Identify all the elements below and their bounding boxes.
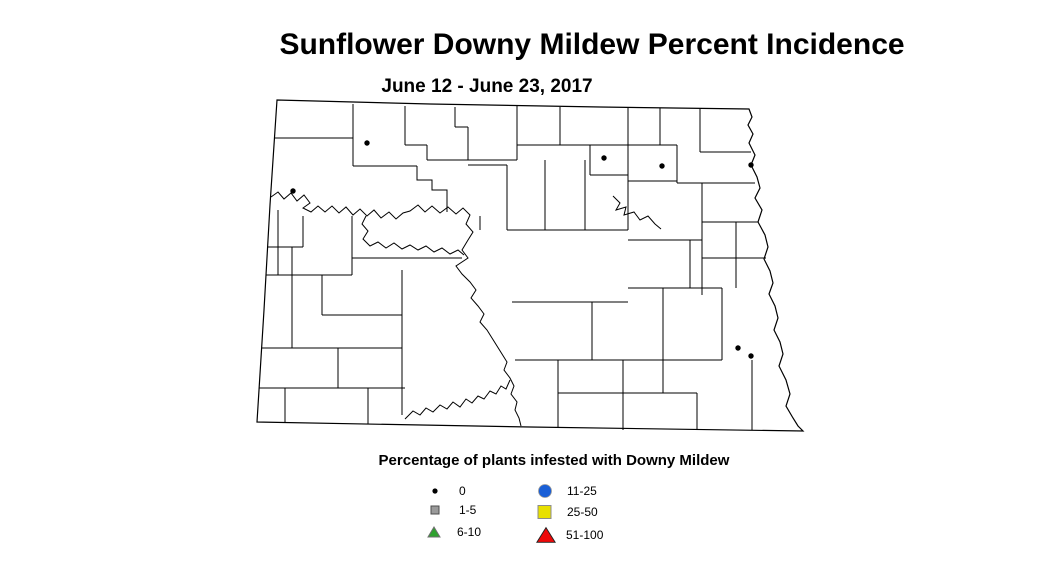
survey-site-dot (290, 188, 296, 194)
legend-item-25-50: 25-50 (536, 504, 598, 520)
survey-site-dot (364, 140, 370, 146)
legend-label-25-50: 25-50 (567, 505, 598, 519)
legend-label-0: 0 (459, 484, 466, 498)
red-triangle-icon (535, 525, 557, 545)
legend-label-1-5: 1-5 (459, 503, 477, 517)
legend-item-1-5: 1-5 (428, 503, 476, 517)
lake-south-arm-line (361, 215, 465, 256)
survey-site-dots (290, 140, 754, 359)
legend-item-11-25: 11-25 (536, 483, 597, 499)
page-subtitle: June 12 - June 23, 2017 (381, 76, 593, 97)
small-black-dot-icon (428, 484, 450, 498)
legend-item-0: 0 (428, 484, 466, 498)
small-gray-square-icon (428, 503, 450, 517)
blue-circle-icon (536, 483, 558, 499)
yellow-square-icon (536, 504, 558, 520)
small-green-triangle-icon (426, 524, 448, 540)
page-title: Sunflower Downy Mildew Percent Incidence (279, 28, 905, 61)
state-outline (256, 99, 805, 432)
survey-site-dot (748, 162, 754, 168)
cannonball-river-line (404, 379, 511, 420)
survey-site-dot (735, 345, 741, 351)
legend-title: Percentage of plants infested with Downy… (378, 452, 730, 469)
survey-site-dot (659, 163, 665, 169)
missouri-river-line (270, 191, 522, 427)
legend-item-51-100: 51-100 (535, 525, 603, 545)
legend-item-6-10: 6-10 (426, 524, 481, 540)
survey-site-dot (601, 155, 607, 161)
sheyenne-river-line (612, 195, 662, 230)
legend-label-6-10: 6-10 (457, 525, 482, 539)
county-boundaries (259, 104, 766, 430)
legend-label-11-25: 11-25 (567, 484, 597, 498)
survey-site-dot (748, 353, 754, 359)
legend-label-51-100: 51-100 (566, 528, 604, 542)
